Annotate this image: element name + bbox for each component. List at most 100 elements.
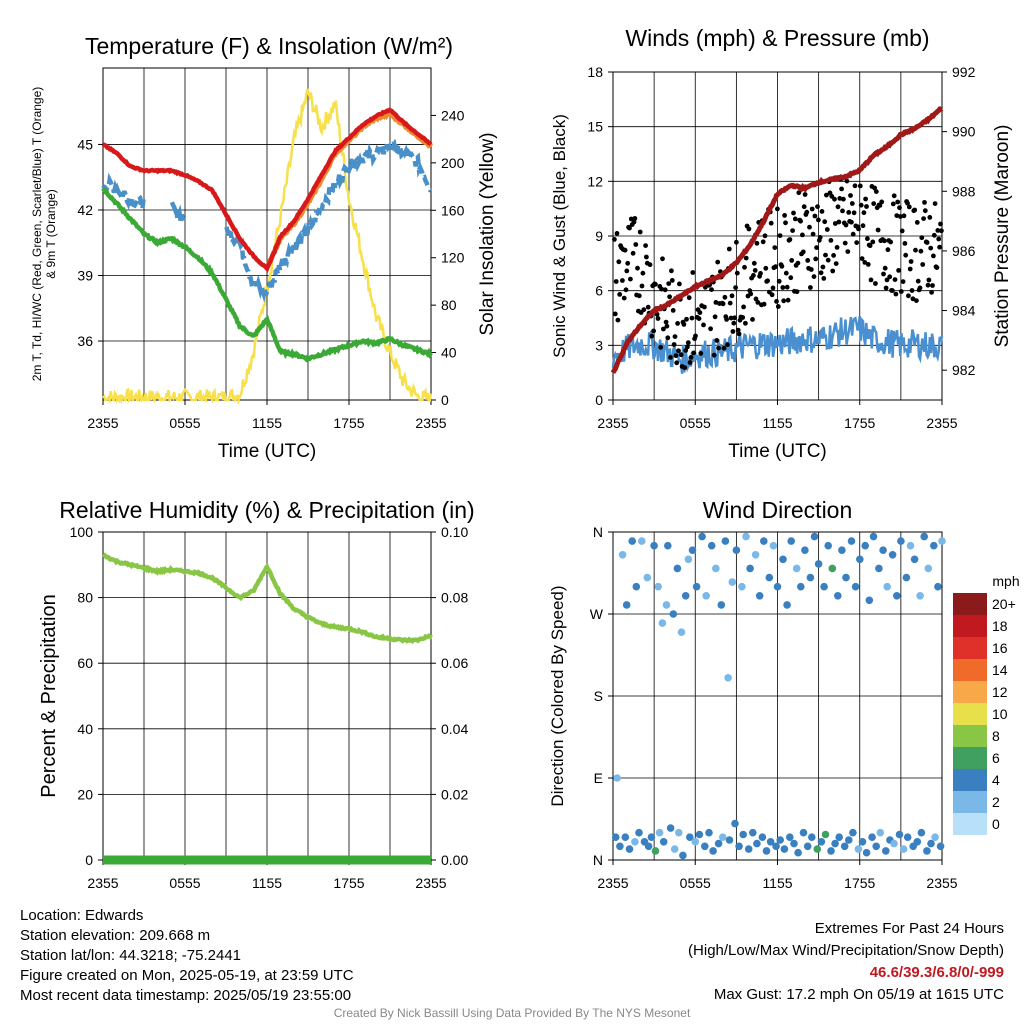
gust-point: [920, 262, 926, 267]
colorbar-swatch: [953, 813, 987, 835]
gust-point: [787, 237, 793, 242]
gust-point: [662, 287, 668, 293]
gust-point: [669, 278, 675, 283]
gust-point: [636, 293, 642, 299]
extremes-title: Extremes For Past 24 Hours: [814, 920, 1004, 937]
gust-point: [909, 288, 915, 293]
gust-point: [821, 276, 827, 281]
gust-point: [919, 235, 925, 241]
y-tick-label-left: 39: [77, 268, 93, 284]
wind-direction-point: [868, 833, 876, 841]
gust-point: [824, 227, 830, 232]
wind-direction-point: [688, 546, 697, 554]
gust-point: [871, 201, 877, 207]
gust-point: [761, 301, 767, 307]
colorbar-label: 4: [992, 772, 1000, 788]
wind-direction-point: [792, 564, 801, 573]
wind-direction-point: [851, 582, 860, 591]
gust-point: [651, 328, 656, 334]
colorbar-title: mph: [992, 573, 1019, 589]
gust-point: [858, 202, 864, 208]
gust-point: [620, 278, 625, 283]
gust-point: [735, 327, 741, 333]
wind-direction-point: [618, 551, 627, 559]
gust-point: [687, 360, 693, 365]
chart-title: Temperature (F) & Insolation (W/m²): [85, 33, 453, 59]
gust-point: [624, 268, 630, 274]
gust-point: [724, 317, 729, 322]
wind-direction-point: [803, 842, 812, 851]
gust-point: [752, 268, 758, 273]
y-axis-label-left: Direction (Colored By Speed): [548, 585, 567, 806]
location-text: Location: Edwards: [20, 907, 144, 924]
wind-direction-point: [659, 838, 668, 846]
wind-direction-point: [766, 838, 775, 846]
wind-direction-point: [936, 842, 945, 851]
gust-point: [627, 225, 632, 231]
colorbar-label: 6: [992, 750, 1000, 766]
y-tick-label-left: W: [590, 606, 604, 622]
x-tick-label: 1755: [333, 415, 364, 431]
wind-direction-point: [669, 610, 678, 618]
y-axis-label-left-line2: & 9m T (Orange): [44, 189, 58, 279]
gust-point: [819, 209, 825, 214]
y-tick-label-right: 984: [952, 303, 976, 319]
gust-point: [914, 298, 919, 303]
gust-point: [930, 283, 935, 288]
y-tick-label-right: 0.10: [441, 524, 468, 540]
gust-point: [898, 289, 904, 294]
relative-humidity-line: [102, 552, 433, 645]
gust-point: [865, 262, 871, 267]
gust-point: [812, 213, 818, 219]
gust-point: [772, 245, 778, 251]
gust-point: [839, 186, 844, 192]
gust-point: [860, 223, 866, 229]
gust-point: [669, 268, 674, 274]
gust-point: [790, 228, 795, 234]
gust-point: [898, 214, 903, 219]
gust-point: [622, 247, 628, 253]
wind-direction-point: [691, 838, 700, 846]
wind-direction-point: [797, 582, 805, 591]
wind-direction-point: [622, 601, 631, 609]
gust-point: [681, 322, 687, 327]
y-axis-label-left: Percent & Precipitation: [38, 594, 60, 797]
gust-point: [640, 270, 646, 276]
gust-point: [917, 285, 923, 291]
gust-point: [914, 220, 920, 225]
x-tick-label: 2355: [87, 415, 118, 431]
extremes-box: Extremes For Past 24 Hours (High/Low/Max…: [688, 918, 1004, 1006]
gust-point: [649, 333, 655, 339]
wind-direction-point: [664, 541, 672, 550]
gust-point: [755, 300, 761, 305]
gust-point: [845, 249, 851, 255]
gust-point: [688, 355, 694, 360]
gust-point: [763, 265, 769, 271]
x-tick-label: 2355: [415, 875, 446, 891]
gust-point: [830, 268, 836, 274]
wind-direction-point: [930, 541, 938, 550]
gust-point: [934, 265, 940, 270]
gust-point: [816, 217, 821, 223]
gust-point: [668, 355, 673, 360]
max-gust-text: Max Gust: 17.2 mph On 05/19 at 1615 UTC: [713, 986, 1004, 1003]
gust-point: [628, 276, 633, 282]
wind-direction-point: [938, 537, 946, 545]
gust-point: [770, 285, 776, 291]
gust-point: [837, 196, 843, 201]
wind-direction-point: [927, 839, 935, 848]
gust-point: [677, 281, 682, 287]
colorbar-label: 8: [992, 728, 1000, 744]
gust-point: [832, 196, 837, 202]
gust-point: [776, 278, 782, 284]
gust-point: [809, 206, 815, 212]
dewpoint-line: [101, 186, 433, 363]
wind-direction-point: [746, 564, 754, 573]
gust-point: [720, 301, 726, 307]
x-tick-label: 1155: [252, 415, 282, 431]
wind-direction-point: [679, 851, 687, 860]
gust-point: [808, 267, 814, 272]
gust-point: [751, 273, 756, 278]
gust-point: [715, 259, 721, 265]
